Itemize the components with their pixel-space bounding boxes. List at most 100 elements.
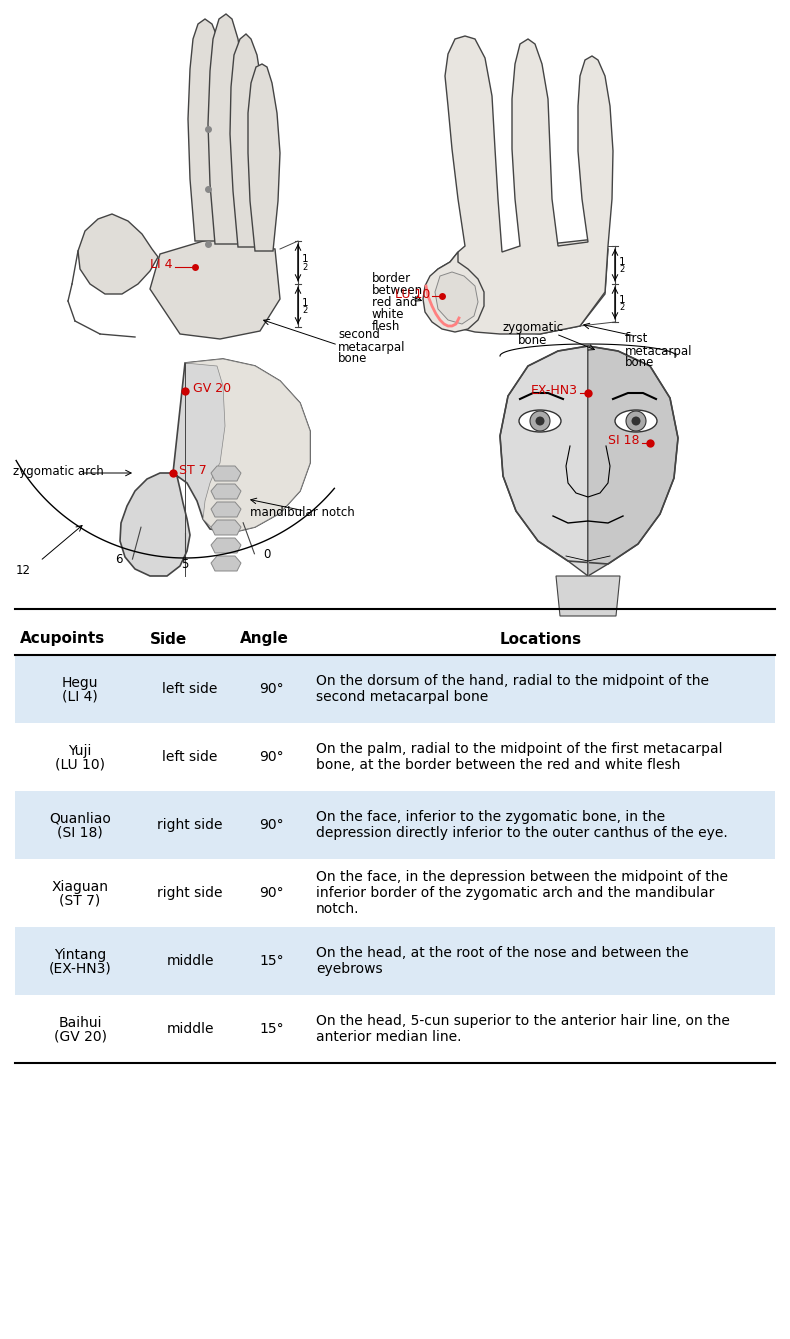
Text: bone, at the border between the red and white flesh: bone, at the border between the red and … bbox=[316, 758, 680, 773]
Text: white: white bbox=[372, 308, 404, 321]
Text: On the dorsum of the hand, radial to the midpoint of the: On the dorsum of the hand, radial to the… bbox=[316, 674, 709, 688]
Text: right side: right side bbox=[157, 886, 223, 900]
Text: Baihui: Baihui bbox=[58, 1016, 102, 1030]
Text: 12: 12 bbox=[16, 565, 31, 577]
Text: anterior median line.: anterior median line. bbox=[316, 1030, 461, 1044]
Text: 1: 1 bbox=[619, 257, 626, 266]
Ellipse shape bbox=[631, 416, 641, 426]
Text: flesh: flesh bbox=[372, 320, 401, 333]
Text: border: border bbox=[372, 273, 411, 285]
Ellipse shape bbox=[615, 410, 657, 432]
Text: Locations: Locations bbox=[500, 632, 582, 647]
Text: between: between bbox=[372, 284, 423, 297]
Polygon shape bbox=[208, 13, 246, 244]
Text: second: second bbox=[338, 328, 380, 341]
FancyBboxPatch shape bbox=[15, 655, 775, 723]
Text: LU 10: LU 10 bbox=[395, 288, 430, 300]
Polygon shape bbox=[185, 359, 310, 533]
Text: ST 7: ST 7 bbox=[179, 465, 207, 478]
Polygon shape bbox=[188, 19, 225, 241]
Ellipse shape bbox=[530, 411, 550, 431]
Text: (GV 20): (GV 20) bbox=[54, 1030, 107, 1044]
Text: Xiaguan: Xiaguan bbox=[51, 880, 108, 894]
Polygon shape bbox=[248, 64, 280, 250]
Text: 6: 6 bbox=[115, 553, 122, 566]
Text: depression directly inferior to the outer canthus of the eye.: depression directly inferior to the oute… bbox=[316, 826, 728, 840]
Text: Acupoints: Acupoints bbox=[20, 632, 105, 647]
Text: 90°: 90° bbox=[259, 682, 284, 696]
Polygon shape bbox=[556, 576, 620, 616]
Text: metacarpal: metacarpal bbox=[338, 340, 405, 353]
Polygon shape bbox=[211, 556, 241, 570]
Text: 90°: 90° bbox=[259, 818, 284, 832]
Text: metacarpal: metacarpal bbox=[625, 344, 693, 358]
Text: second metacarpal bone: second metacarpal bone bbox=[316, 690, 488, 704]
Text: Quanliao: Quanliao bbox=[49, 811, 111, 826]
Text: zygomatic arch: zygomatic arch bbox=[13, 465, 103, 478]
Text: On the head, 5-cun superior to the anterior hair line, on the: On the head, 5-cun superior to the anter… bbox=[316, 1014, 730, 1028]
Text: 1: 1 bbox=[302, 297, 309, 308]
Text: Angle: Angle bbox=[240, 632, 289, 647]
Polygon shape bbox=[211, 502, 241, 517]
Polygon shape bbox=[211, 483, 241, 499]
Text: inferior border of the zygomatic arch and the mandibular: inferior border of the zygomatic arch an… bbox=[316, 886, 714, 900]
Text: (SI 18): (SI 18) bbox=[57, 826, 103, 840]
Text: Side: Side bbox=[150, 632, 187, 647]
Polygon shape bbox=[211, 520, 241, 536]
Text: On the palm, radial to the midpoint of the first metacarpal: On the palm, radial to the midpoint of t… bbox=[316, 742, 723, 757]
Polygon shape bbox=[500, 238, 608, 333]
Text: LI 4: LI 4 bbox=[151, 257, 173, 270]
Text: (EX-HN3): (EX-HN3) bbox=[49, 961, 111, 976]
Text: left side: left side bbox=[162, 750, 218, 765]
Polygon shape bbox=[230, 33, 265, 246]
Text: middle: middle bbox=[166, 953, 214, 968]
Text: notch.: notch. bbox=[316, 902, 359, 916]
Polygon shape bbox=[211, 538, 241, 553]
Text: first: first bbox=[625, 332, 649, 345]
Text: GV 20: GV 20 bbox=[193, 383, 231, 395]
Text: bone: bone bbox=[518, 333, 547, 347]
Text: Yintang: Yintang bbox=[54, 948, 106, 961]
Text: 5: 5 bbox=[182, 557, 189, 570]
Text: right side: right side bbox=[157, 818, 223, 832]
Text: left side: left side bbox=[162, 682, 218, 696]
Text: 2: 2 bbox=[302, 262, 307, 272]
Text: On the face, inferior to the zygomatic bone, in the: On the face, inferior to the zygomatic b… bbox=[316, 810, 665, 823]
FancyBboxPatch shape bbox=[15, 791, 775, 860]
Text: zygomatic: zygomatic bbox=[502, 321, 563, 335]
Polygon shape bbox=[78, 214, 158, 295]
Text: On the head, at the root of the nose and between the: On the head, at the root of the nose and… bbox=[316, 945, 689, 960]
Text: SI 18: SI 18 bbox=[608, 434, 640, 447]
Text: red and: red and bbox=[372, 296, 417, 309]
Polygon shape bbox=[423, 252, 484, 332]
Text: 2: 2 bbox=[619, 265, 624, 274]
Text: 15°: 15° bbox=[259, 953, 284, 968]
Text: bone: bone bbox=[338, 352, 367, 366]
Text: 1: 1 bbox=[302, 254, 309, 265]
Polygon shape bbox=[588, 345, 678, 576]
Ellipse shape bbox=[626, 411, 646, 431]
Text: (LU 10): (LU 10) bbox=[55, 758, 105, 773]
Text: 2: 2 bbox=[619, 304, 624, 312]
Text: 0: 0 bbox=[263, 548, 270, 561]
Text: 2: 2 bbox=[302, 307, 307, 315]
Text: On the face, in the depression between the midpoint of the: On the face, in the depression between t… bbox=[316, 870, 728, 884]
Text: 15°: 15° bbox=[259, 1022, 284, 1036]
Text: (ST 7): (ST 7) bbox=[59, 894, 100, 908]
Text: eyebrows: eyebrows bbox=[316, 961, 382, 976]
Text: bone: bone bbox=[625, 356, 654, 370]
Text: mandibular notch: mandibular notch bbox=[250, 506, 355, 520]
Text: EX-HN3: EX-HN3 bbox=[531, 384, 578, 398]
Polygon shape bbox=[435, 272, 478, 324]
Ellipse shape bbox=[536, 416, 544, 426]
Polygon shape bbox=[150, 238, 280, 339]
Polygon shape bbox=[211, 466, 241, 481]
Text: 90°: 90° bbox=[259, 886, 284, 900]
Polygon shape bbox=[120, 359, 310, 576]
Polygon shape bbox=[500, 345, 588, 576]
Ellipse shape bbox=[519, 410, 561, 432]
Text: (LI 4): (LI 4) bbox=[62, 690, 98, 704]
Text: Hegu: Hegu bbox=[62, 676, 98, 690]
Polygon shape bbox=[430, 36, 613, 333]
Text: 1: 1 bbox=[619, 295, 626, 305]
